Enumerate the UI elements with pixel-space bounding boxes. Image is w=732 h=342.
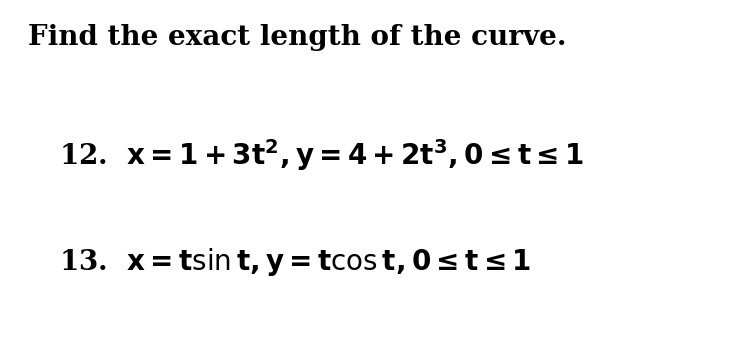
Text: 12.  $\mathbf{x = 1 + 3t^2, y = 4 + 2t^3, 0 \leq t \leq 1}$: 12. $\mathbf{x = 1 + 3t^2, y = 4 + 2t^3,… [59,137,583,173]
Text: Find the exact length of the curve.: Find the exact length of the curve. [28,24,567,51]
Text: 13.  $\mathbf{x = t\sin t, y = t\cos t, 0 \leq t \leq 1}$: 13. $\mathbf{x = t\sin t, y = t\cos t, 0… [59,246,531,278]
